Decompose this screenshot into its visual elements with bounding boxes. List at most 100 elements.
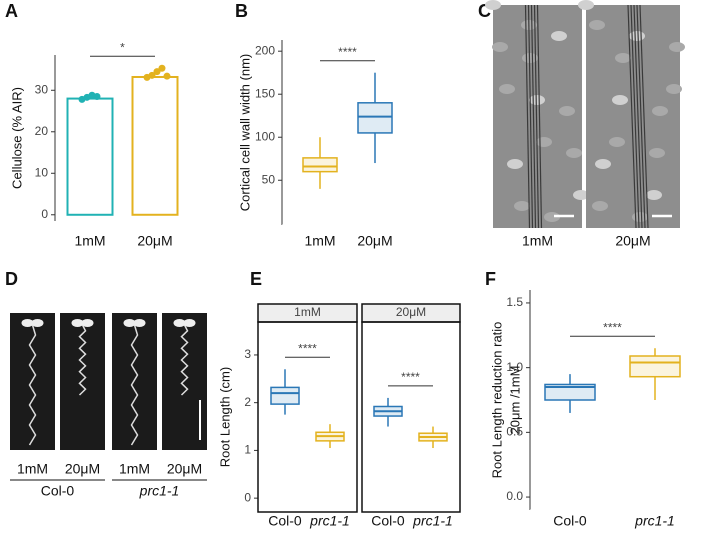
significance-label: *	[120, 40, 125, 54]
cotyledon	[133, 319, 146, 327]
y-axis-label: Cellulose (% AIR)	[9, 87, 24, 189]
y-axis-label: 20μm /1mM	[507, 366, 522, 435]
texture	[646, 190, 662, 200]
cell-wall	[633, 4, 643, 229]
panel-letter: B	[235, 1, 248, 21]
x-tick-label: 1mM	[304, 233, 335, 249]
significance-label: ****	[338, 45, 357, 59]
y-tick-label: 1.0	[506, 360, 523, 374]
image-caption: 1mM	[522, 233, 553, 249]
box	[270, 386, 300, 405]
texture	[615, 53, 631, 63]
cell-wall	[536, 4, 543, 229]
y-tick-label: 50	[262, 172, 276, 186]
y-tick-label: 150	[255, 86, 275, 100]
box	[629, 355, 681, 378]
texture	[609, 137, 625, 147]
seedling-photo	[112, 313, 157, 450]
y-axis-label: Root Length (cm)	[217, 367, 232, 467]
x-tick-label: Col-0	[268, 513, 302, 529]
y-tick-label: 30	[35, 82, 49, 96]
box	[357, 102, 393, 134]
texture	[544, 212, 560, 222]
root	[180, 324, 189, 396]
texture	[652, 106, 668, 116]
cotyledon	[21, 319, 34, 327]
texture	[536, 137, 552, 147]
texture	[612, 95, 628, 105]
texture	[551, 31, 567, 41]
root	[78, 324, 87, 396]
y-tick-label: 2	[244, 395, 251, 409]
box	[302, 157, 338, 173]
bar	[66, 97, 114, 216]
texture	[529, 95, 545, 105]
y-tick-label: 20	[35, 124, 49, 138]
cell-wall	[524, 4, 531, 229]
x-tick-label: Col-0	[553, 513, 587, 529]
texture	[573, 190, 589, 200]
texture	[666, 84, 682, 94]
cell-wall	[527, 4, 534, 229]
data-point	[158, 64, 166, 72]
texture	[592, 201, 608, 211]
image-caption: 20μM	[615, 233, 650, 249]
y-axis-label: Root Length reduction ratio	[489, 322, 504, 479]
y-tick-label: 0	[41, 207, 48, 221]
y-axis-label: Cortical cell wall width (nm)	[237, 54, 252, 211]
y-tick-label: 10	[35, 165, 49, 179]
texture	[578, 0, 594, 10]
texture	[492, 42, 508, 52]
x-tick-label: prc1-1	[634, 513, 675, 529]
facet-panel	[361, 321, 461, 513]
data-point	[163, 72, 171, 80]
y-tick-label: 0.0	[506, 489, 523, 503]
facet-title: 20μM	[396, 305, 426, 319]
root	[28, 324, 37, 446]
texture	[514, 201, 530, 211]
box	[544, 383, 596, 401]
significance-label: ****	[298, 341, 317, 355]
cell-wall	[636, 4, 646, 229]
cotyledon	[81, 319, 94, 327]
x-tick-label: 20μM	[357, 233, 392, 249]
texture	[669, 42, 685, 52]
panel-letter: A	[5, 1, 18, 21]
significance-label: ****	[401, 370, 420, 384]
significance-label: ****	[603, 320, 622, 334]
cell-wall	[533, 4, 540, 229]
cotyledon	[183, 319, 196, 327]
y-tick-label: 200	[255, 43, 275, 57]
x-tick-label: prc1-1	[309, 513, 350, 529]
x-tick-label: Col-0	[371, 513, 405, 529]
cell-wall	[630, 4, 640, 229]
group-label: Col-0	[41, 483, 75, 499]
y-tick-label: 100	[255, 129, 275, 143]
y-tick-label: 1.5	[506, 295, 523, 309]
image-caption: 1mM	[17, 461, 48, 477]
seedling-photo	[10, 313, 55, 450]
bar	[131, 75, 179, 216]
x-tick-label: 1mM	[74, 233, 105, 249]
panel-letter: F	[485, 269, 496, 289]
cell-wall	[530, 4, 537, 229]
y-tick-label: 1	[244, 443, 251, 457]
texture	[649, 148, 665, 158]
texture	[559, 106, 575, 116]
em-image	[586, 5, 680, 228]
texture	[589, 20, 605, 30]
cotyledon	[123, 319, 136, 327]
cell-wall	[639, 4, 649, 229]
x-tick-label: prc1-1	[412, 513, 453, 529]
image-caption: 20μM	[65, 461, 100, 477]
cell-wall	[627, 4, 637, 229]
texture	[485, 0, 501, 10]
seedling-photo	[60, 313, 105, 450]
data-point	[93, 93, 101, 100]
cotyledon	[173, 319, 186, 327]
y-tick-label: 0.5	[506, 425, 523, 439]
facet-panel	[257, 321, 358, 513]
texture	[566, 148, 582, 158]
y-tick-label: 0	[244, 490, 251, 504]
